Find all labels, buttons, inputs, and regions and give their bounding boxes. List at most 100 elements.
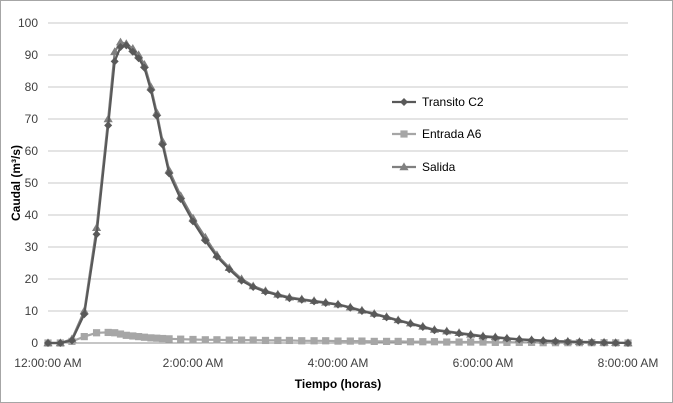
data-point-entrada-a6 <box>189 335 197 344</box>
data-point-transito-c2 <box>611 338 620 347</box>
x-axis-title: Tiempo (horas) <box>295 377 381 391</box>
data-point-entrada-a6 <box>237 336 246 344</box>
data-point-entrada-a6 <box>147 334 155 342</box>
data-point-transito-c2 <box>152 111 161 120</box>
data-point-transito-c2 <box>575 338 584 347</box>
data-point-transito-c2 <box>406 319 415 328</box>
data-point-entrada-a6 <box>225 336 233 344</box>
data-point-entrada-a6 <box>122 331 130 339</box>
data-point-transito-c2 <box>44 339 52 347</box>
data-point-entrada-a6 <box>92 329 101 337</box>
data-point-transito-c2 <box>56 339 65 347</box>
x-tick-label: 6:00:00 AM <box>453 356 514 370</box>
data-point-entrada-a6 <box>116 330 125 338</box>
data-point-transito-c2 <box>285 294 294 303</box>
data-point-entrada-a6 <box>261 336 270 345</box>
data-point-transito-c2 <box>321 299 330 307</box>
legend-label-transito-c2: Transito C2 <box>422 95 484 109</box>
data-point-transito-c2 <box>189 217 197 226</box>
y-tick-label: 90 <box>25 48 39 62</box>
data-point-transito-c2 <box>346 303 355 312</box>
legend-marker-entrada-a6 <box>400 130 408 138</box>
data-point-entrada-a6 <box>135 333 143 341</box>
data-point-entrada-a6 <box>165 335 173 343</box>
data-point-entrada-a6 <box>80 333 88 341</box>
data-point-transito-c2 <box>563 337 572 346</box>
data-point-transito-c2 <box>382 313 391 322</box>
data-point-entrada-a6 <box>467 338 475 346</box>
data-point-transito-c2 <box>165 169 174 178</box>
y-tick-label: 20 <box>25 272 39 286</box>
data-point-entrada-a6 <box>274 336 282 345</box>
data-point-transito-c2 <box>158 140 167 149</box>
data-point-transito-c2 <box>92 230 101 239</box>
data-point-transito-c2 <box>176 195 185 203</box>
data-point-transito-c2 <box>370 310 379 319</box>
y-tick-label: 60 <box>25 144 39 158</box>
data-point-transito-c2 <box>237 276 246 285</box>
data-point-entrada-a6 <box>111 329 119 337</box>
data-point-transito-c2 <box>491 333 500 342</box>
data-point-transito-c2 <box>110 57 119 66</box>
data-point-transito-c2 <box>600 338 609 347</box>
data-point-entrada-a6 <box>491 338 499 346</box>
data-point-entrada-a6 <box>285 336 294 345</box>
legend-marker-transito-c2 <box>400 98 408 106</box>
y-tick-label: 100 <box>18 16 38 30</box>
legend-label-entrada-a6: Entrada A6 <box>422 127 482 141</box>
data-point-entrada-a6 <box>140 333 149 341</box>
x-tick-label: 4:00:00 AM <box>308 356 369 370</box>
data-point-transito-c2 <box>418 323 427 331</box>
data-point-entrada-a6 <box>455 338 463 346</box>
data-point-entrada-a6 <box>406 338 415 346</box>
data-point-entrada-a6 <box>158 334 167 343</box>
data-point-entrada-a6 <box>443 338 451 346</box>
x-tick-label: 12:00:00 AM <box>14 356 81 370</box>
data-point-transito-c2 <box>334 300 342 309</box>
data-point-entrada-a6 <box>104 328 112 337</box>
data-point-entrada-a6 <box>322 337 330 345</box>
data-point-transito-c2 <box>273 291 282 299</box>
legend-marker-salida <box>399 162 409 171</box>
data-point-transito-c2 <box>587 338 596 347</box>
data-point-transito-c2 <box>455 329 464 338</box>
data-point-entrada-a6 <box>479 338 487 346</box>
data-point-transito-c2 <box>140 63 149 72</box>
data-point-transito-c2 <box>67 336 76 345</box>
y-tick-label: 50 <box>25 176 39 190</box>
data-point-entrada-a6 <box>358 337 366 345</box>
data-point-transito-c2 <box>225 265 234 274</box>
y-tick-label: 80 <box>25 80 39 94</box>
data-point-transito-c2 <box>122 41 131 50</box>
data-point-transito-c2 <box>539 336 548 345</box>
data-point-entrada-a6 <box>346 337 354 345</box>
data-point-transito-c2 <box>116 43 125 51</box>
data-point-transito-c2 <box>212 252 221 261</box>
data-point-transito-c2 <box>430 326 439 335</box>
data-point-transito-c2 <box>134 54 143 63</box>
y-tick-label: 30 <box>25 240 39 254</box>
data-point-transito-c2 <box>527 336 536 345</box>
data-point-salida <box>115 37 126 46</box>
data-point-entrada-a6 <box>310 337 318 345</box>
data-point-transito-c2 <box>201 236 210 245</box>
y-axis-title: Caudal (m³/s) <box>9 145 23 221</box>
x-tick-label: 2:00:00 AM <box>163 356 224 370</box>
data-point-transito-c2 <box>297 295 306 304</box>
data-point-transito-c2 <box>261 287 270 296</box>
data-point-transito-c2 <box>624 339 632 347</box>
data-point-entrada-a6 <box>382 337 391 345</box>
y-tick-label: 0 <box>31 336 38 350</box>
data-point-entrada-a6 <box>298 337 306 345</box>
data-point-transito-c2 <box>466 331 475 339</box>
data-point-transito-c2 <box>128 47 137 56</box>
data-point-entrada-a6 <box>370 337 378 345</box>
data-point-transito-c2 <box>394 316 403 325</box>
data-point-transito-c2 <box>357 307 366 315</box>
data-point-entrada-a6 <box>201 336 209 344</box>
data-point-entrada-a6 <box>419 338 427 346</box>
data-point-transito-c2 <box>551 337 560 346</box>
data-point-entrada-a6 <box>394 337 402 345</box>
data-point-transito-c2 <box>80 310 89 319</box>
